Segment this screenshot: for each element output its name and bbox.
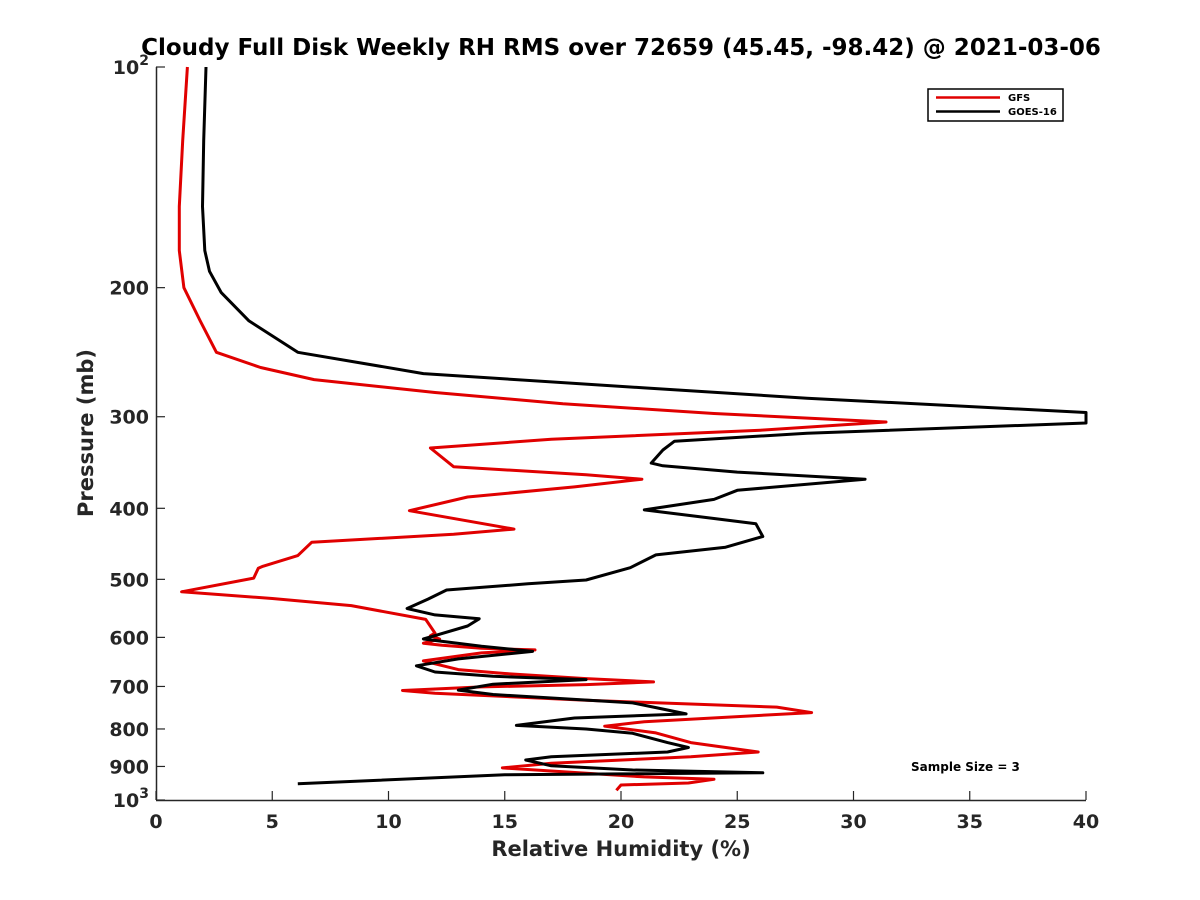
legend-label-goes16: GOES-16: [1008, 107, 1057, 118]
y-tick-label: 102: [113, 53, 149, 79]
x-axis-label: Relative Humidity (%): [491, 837, 750, 861]
series-layer: [177, 66, 1088, 792]
legend: GFS GOES-16: [927, 88, 1064, 122]
y-tick-label: 103: [113, 786, 149, 812]
chart-title: Cloudy Full Disk Weekly RH RMS over 7265…: [141, 35, 1101, 61]
y-tick-label: 300: [109, 407, 149, 429]
legend-label-gfs: GFS: [1008, 93, 1030, 104]
x-tick-label: 40: [1073, 811, 1099, 833]
y-tick-label: 400: [109, 498, 149, 520]
sample-size-annotation: Sample Size = 3: [911, 760, 1020, 774]
y-tick-label: 600: [109, 627, 149, 649]
y-tick-label: 500: [109, 569, 149, 591]
y-tick-label: 700: [109, 676, 149, 698]
plot-area: [156, 67, 1086, 800]
x-tick-label: 25: [724, 811, 750, 833]
x-tick-label: 20: [608, 811, 634, 833]
y-tick-label: 900: [109, 756, 149, 778]
x-tick-label: 30: [840, 811, 866, 833]
legend-box: [927, 88, 1064, 122]
x-tick-label: 10: [375, 811, 401, 833]
x-tick-label: 15: [492, 811, 518, 833]
x-tick-label: 0: [149, 811, 162, 833]
y-axis-label: Pressure (mb): [74, 349, 98, 517]
series-line-gfs: [177, 66, 888, 792]
x-tick-label: 35: [957, 811, 983, 833]
series-line-goes16: [201, 66, 1088, 786]
y-tick-label: 800: [109, 719, 149, 741]
x-ticks: 0 5 10 15 20 25 30 35 40: [149, 791, 1099, 833]
y-ticks: 102 200 300 400 500 600 700 800 900 103: [109, 53, 165, 812]
y-tick-label: 200: [109, 278, 149, 300]
x-tick-label: 5: [266, 811, 279, 833]
